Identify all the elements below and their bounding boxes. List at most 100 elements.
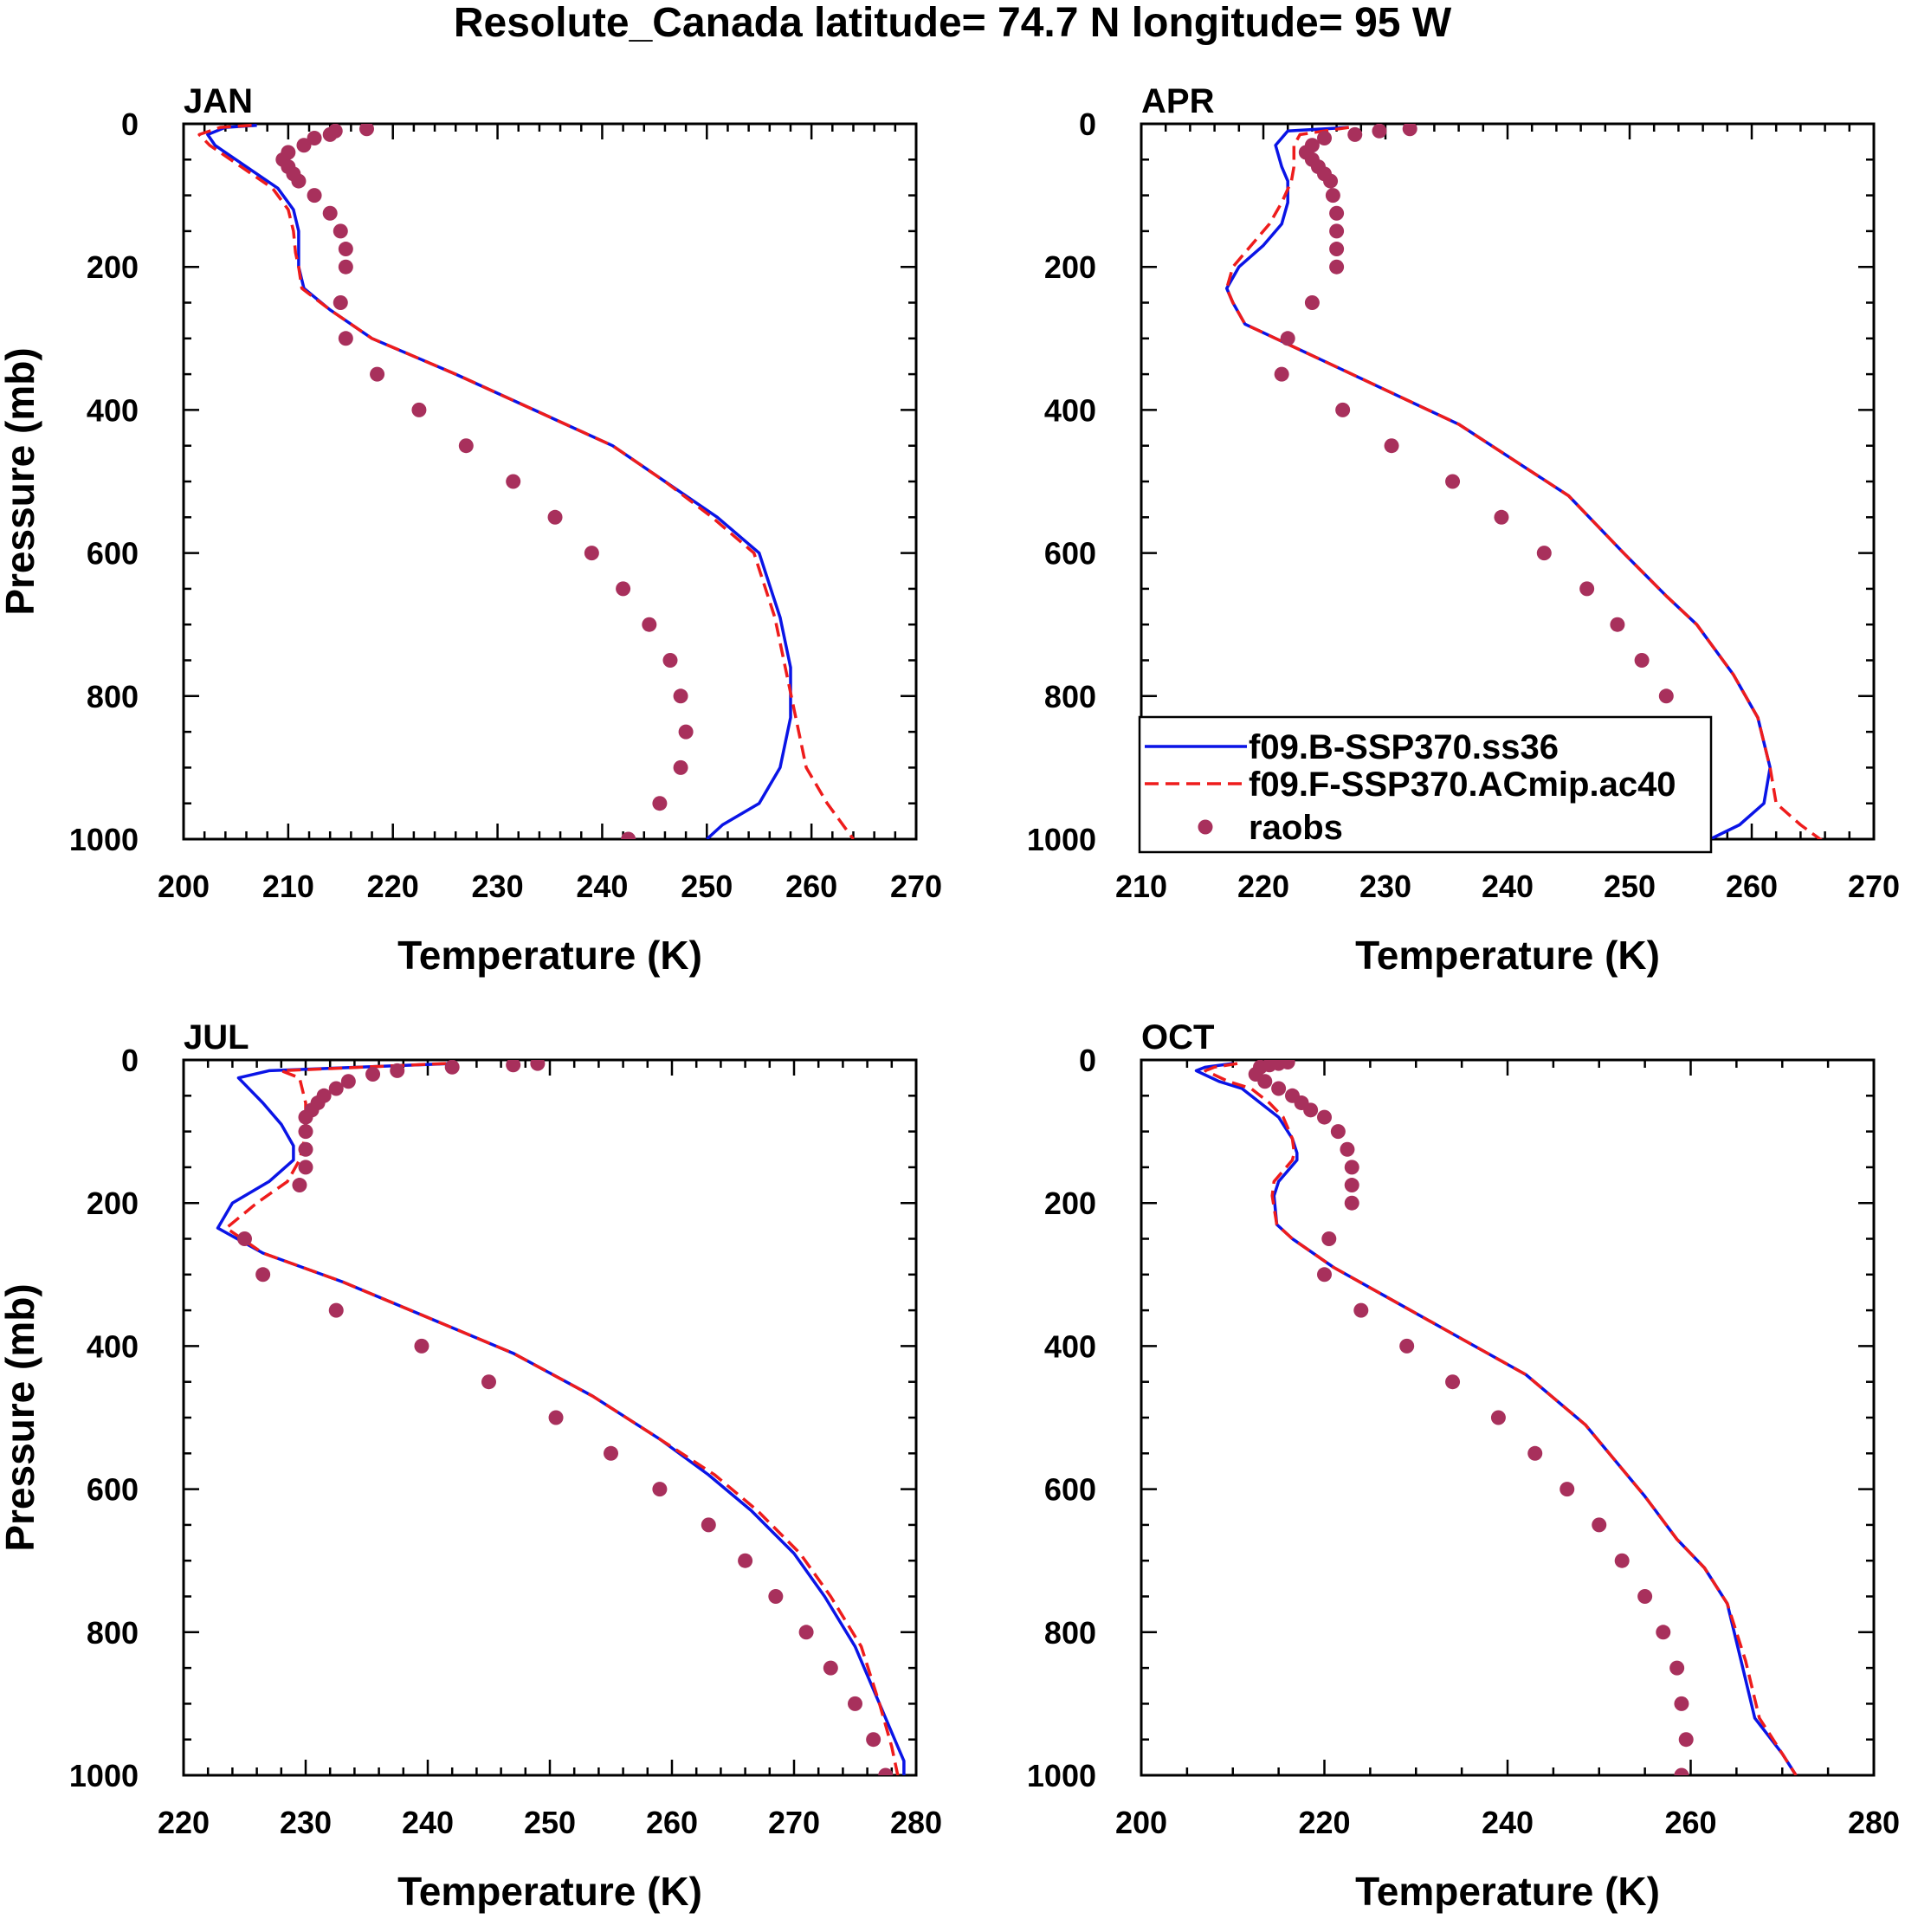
y-tick-label: 800 [87,1615,139,1651]
data-point [298,1141,313,1157]
x-tick-label: 230 [1359,869,1411,904]
panel-oct: OCT 200 220 240 260 280 0 200 400 600 800 1000 Tempe… [1027,1018,1900,1914]
legend-label: raobs [1249,809,1343,847]
data-point [652,1482,668,1497]
series-f09-f-ssp370-acmip-ac40-line [197,124,855,839]
x-tick-label: 210 [262,869,314,904]
data-point [1637,1589,1653,1604]
y-tick-label: 400 [87,392,139,428]
data-point [322,205,338,221]
data-point [604,1445,618,1461]
legend: f09.B-SSP370.ss36f09.F-SSP370.ACmip.ac40… [1138,715,1713,854]
data-point [390,1063,405,1078]
data-point [1402,124,1417,137]
x-tick-label: 200 [158,869,210,904]
series-raobs [237,1060,894,1775]
series-f09-b-ssp370-ss36-line [1194,1062,1798,1775]
data-point [1656,1625,1671,1640]
data-point [1304,295,1320,310]
data-point [1669,1660,1685,1676]
data-point [1321,1231,1337,1246]
data-point [1329,259,1345,275]
data-point [1674,1767,1689,1775]
y-tick-label: 400 [87,1328,139,1364]
data-point [255,1267,271,1283]
data-point [291,173,307,189]
data-point [333,223,348,239]
y-tick-label: 600 [87,536,139,572]
data-point [359,124,374,137]
data-point [621,831,636,839]
x-tick-label: 240 [1482,1805,1534,1840]
data-point [1610,617,1625,632]
data-point [530,1060,546,1071]
data-point [1372,124,1387,139]
data-point [1347,126,1363,142]
axis-ticks [182,1058,918,1777]
data-point [458,438,474,454]
data-point [1494,509,1509,525]
data-point [365,1067,381,1082]
data-point [1344,1195,1359,1211]
x-tick-label: 260 [785,869,837,904]
plot-area [216,1060,906,1775]
y-tick-label: 800 [87,679,139,714]
legend-label: f09.F-SSP370.ACmip.ac40 [1249,766,1676,804]
data-point [1330,1124,1346,1140]
series-f09-f-ssp370-acmip-ac40-line [224,1062,900,1775]
panel-label: APR [1141,82,1215,120]
y-tick-label: 200 [87,1186,139,1221]
x-tick-label: 240 [576,869,628,904]
data-point [678,724,694,740]
data-point [1527,1445,1543,1461]
x-tick-label: 220 [1237,869,1289,904]
x-tick-label: 220 [158,1805,210,1840]
plot-frame [1140,1058,1876,1777]
panel-label: JAN [184,82,253,120]
y-axis-title: Pressure (mb) [0,347,42,615]
data-point [701,1517,716,1533]
data-point [1329,242,1345,257]
data-point [298,1109,313,1125]
x-tick-label: 260 [646,1805,698,1840]
data-point [307,131,322,146]
data-point [506,1060,521,1073]
data-point [1329,205,1345,221]
x-tick-label: 200 [1115,1805,1167,1840]
data-point [1658,688,1674,704]
x-tick-label: 270 [1848,869,1900,904]
data-point [1445,1374,1461,1390]
data-point [768,1589,784,1604]
data-point [798,1625,814,1640]
data-point [1335,402,1351,417]
data-point [411,402,427,417]
data-point [298,1124,313,1140]
data-point [1384,438,1399,454]
data-point [292,1178,307,1193]
data-point [370,366,385,382]
panel-jan: JAN 200 210 220 230 240 250 260 270 0 200 400 600 800… [0,82,942,978]
x-tick-label: 210 [1115,869,1167,904]
data-point [1536,546,1552,561]
panels: JAN 200 210 220 230 240 250 260 270 0 200 400 600 800… [0,82,1900,1914]
data-point [1445,474,1461,489]
y-axis-title: Pressure (mb) [0,1283,42,1551]
plot-area [197,124,855,839]
data-point [738,1553,753,1568]
x-tick-label: 220 [1298,1805,1350,1840]
data-point [1303,1102,1319,1118]
data-point [1317,1267,1332,1283]
series-raobs [275,124,694,839]
y-tick-label: 1000 [1027,1758,1096,1793]
data-point [322,126,338,142]
legend-item: f09.F-SSP370.ACmip.ac40 [1145,766,1676,804]
data-point [1280,331,1295,346]
legend-marker [1198,819,1213,835]
x-axis-title: Temperature (K) [1355,1869,1660,1914]
panel-label: JUL [184,1018,249,1056]
y-tick-label: 0 [1079,1043,1096,1078]
y-tick-label: 0 [1079,107,1096,142]
data-point [1560,1482,1575,1497]
y-tick-label: 1000 [69,822,139,857]
